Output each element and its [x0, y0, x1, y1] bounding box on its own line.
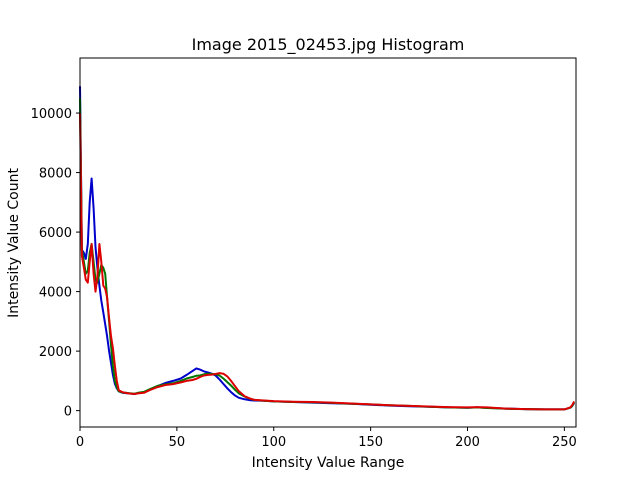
- y-tick-label: 6000: [39, 226, 72, 241]
- y-tick-label: 10000: [31, 107, 72, 122]
- y-axis-label: Intensity Value Count: [6, 168, 22, 318]
- y-tick-label: 8000: [39, 167, 72, 182]
- plot-area-frame: [79, 57, 577, 428]
- x-tick-label: 50: [169, 435, 186, 450]
- x-tick-label: 250: [552, 435, 577, 450]
- series-line-3: [79, 113, 575, 411]
- series-layer: [79, 86, 575, 411]
- y-tick-label: 2000: [39, 345, 72, 360]
- x-tick-label: 0: [76, 435, 84, 450]
- x-tick-label: 100: [261, 435, 286, 450]
- x-tick-label: 150: [358, 435, 383, 450]
- chart-title: Image 2015_02453.jpg Histogram: [192, 35, 465, 55]
- tick-layer: 0 50 100 150 200 250 0 2000 4000 6000 8000 10000: [31, 107, 577, 450]
- y-tick-label: 0: [64, 405, 72, 420]
- y-tick-label: 4000: [39, 286, 72, 301]
- x-tick-label: 200: [455, 435, 480, 450]
- x-axis-label: Intensity Value Range: [252, 455, 405, 471]
